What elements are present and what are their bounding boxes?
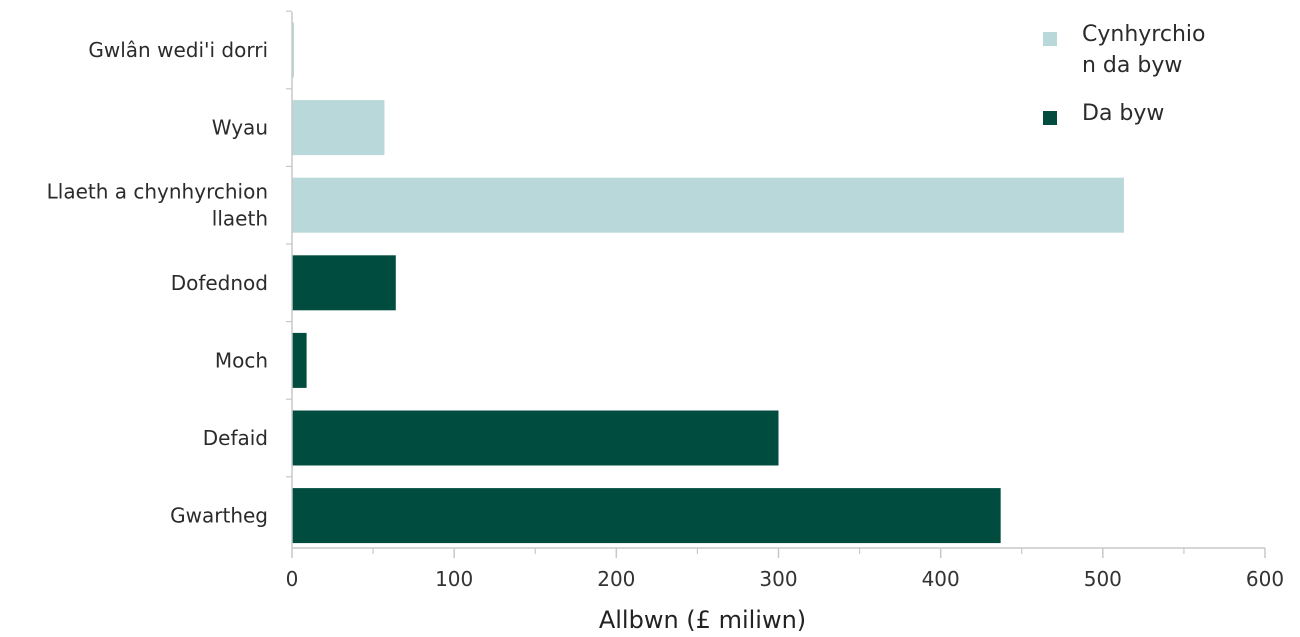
bar	[292, 410, 779, 466]
category-label-line: Wyau	[212, 116, 268, 140]
category-label: Wyau	[212, 116, 268, 140]
category-label-line: Llaeth a chynhyrchion	[47, 180, 268, 204]
category-label: Llaeth a chynhyrchion llaeth	[47, 180, 268, 231]
x-tick-label: 400	[922, 567, 960, 591]
x-ticks: 0 100 200 300 400 500 600	[286, 548, 1284, 591]
x-tick-label: 500	[1084, 567, 1122, 591]
legend-swatch	[1043, 111, 1057, 125]
bars-layer	[292, 22, 1124, 544]
category-label-line: llaeth	[212, 207, 268, 231]
legend-label-line: Cynhyrchio	[1082, 22, 1205, 47]
category-label: Gwartheg	[170, 504, 268, 528]
bar	[292, 255, 396, 311]
category-label-line: Gwlân wedi'i dorri	[88, 38, 268, 62]
y-ticks	[286, 10, 292, 478]
x-tick-label: 200	[597, 567, 635, 591]
bar	[292, 488, 1001, 544]
x-tick-label: 100	[435, 567, 473, 591]
legend-label-line: Da byw	[1082, 101, 1164, 126]
legend-label-line: n da byw	[1082, 53, 1182, 78]
category-label: Moch	[215, 348, 268, 372]
legend-label: Da byw	[1082, 101, 1164, 126]
x-tick-label: 0	[286, 567, 299, 591]
bar	[292, 22, 294, 78]
category-label: Defaid	[203, 426, 268, 450]
category-label: Dofednod	[171, 271, 268, 295]
x-tick-label: 600	[1246, 567, 1284, 591]
bar	[292, 332, 307, 388]
category-label-line: Defaid	[203, 426, 268, 450]
category-label-line: Gwartheg	[170, 504, 268, 528]
category-label: Gwlân wedi'i dorri	[88, 38, 268, 62]
bar	[292, 100, 385, 156]
legend-swatch	[1043, 32, 1057, 46]
x-tick-label: 300	[759, 567, 797, 591]
legend: Cynhyrchio n da byw Da byw	[1043, 22, 1205, 126]
x-axis-title: Allbwn (£ miliwn)	[599, 606, 806, 634]
category-label-line: Moch	[215, 348, 268, 372]
category-labels: Gwlân wedi'i dorri Wyau Llaeth a chynhyrch…	[47, 38, 268, 528]
legend-label: Cynhyrchio n da byw	[1082, 22, 1205, 78]
axes-layer: 0 100 200 300 400 500 600	[286, 10, 1284, 591]
category-label-line: Dofednod	[171, 271, 268, 295]
bar	[292, 177, 1124, 233]
